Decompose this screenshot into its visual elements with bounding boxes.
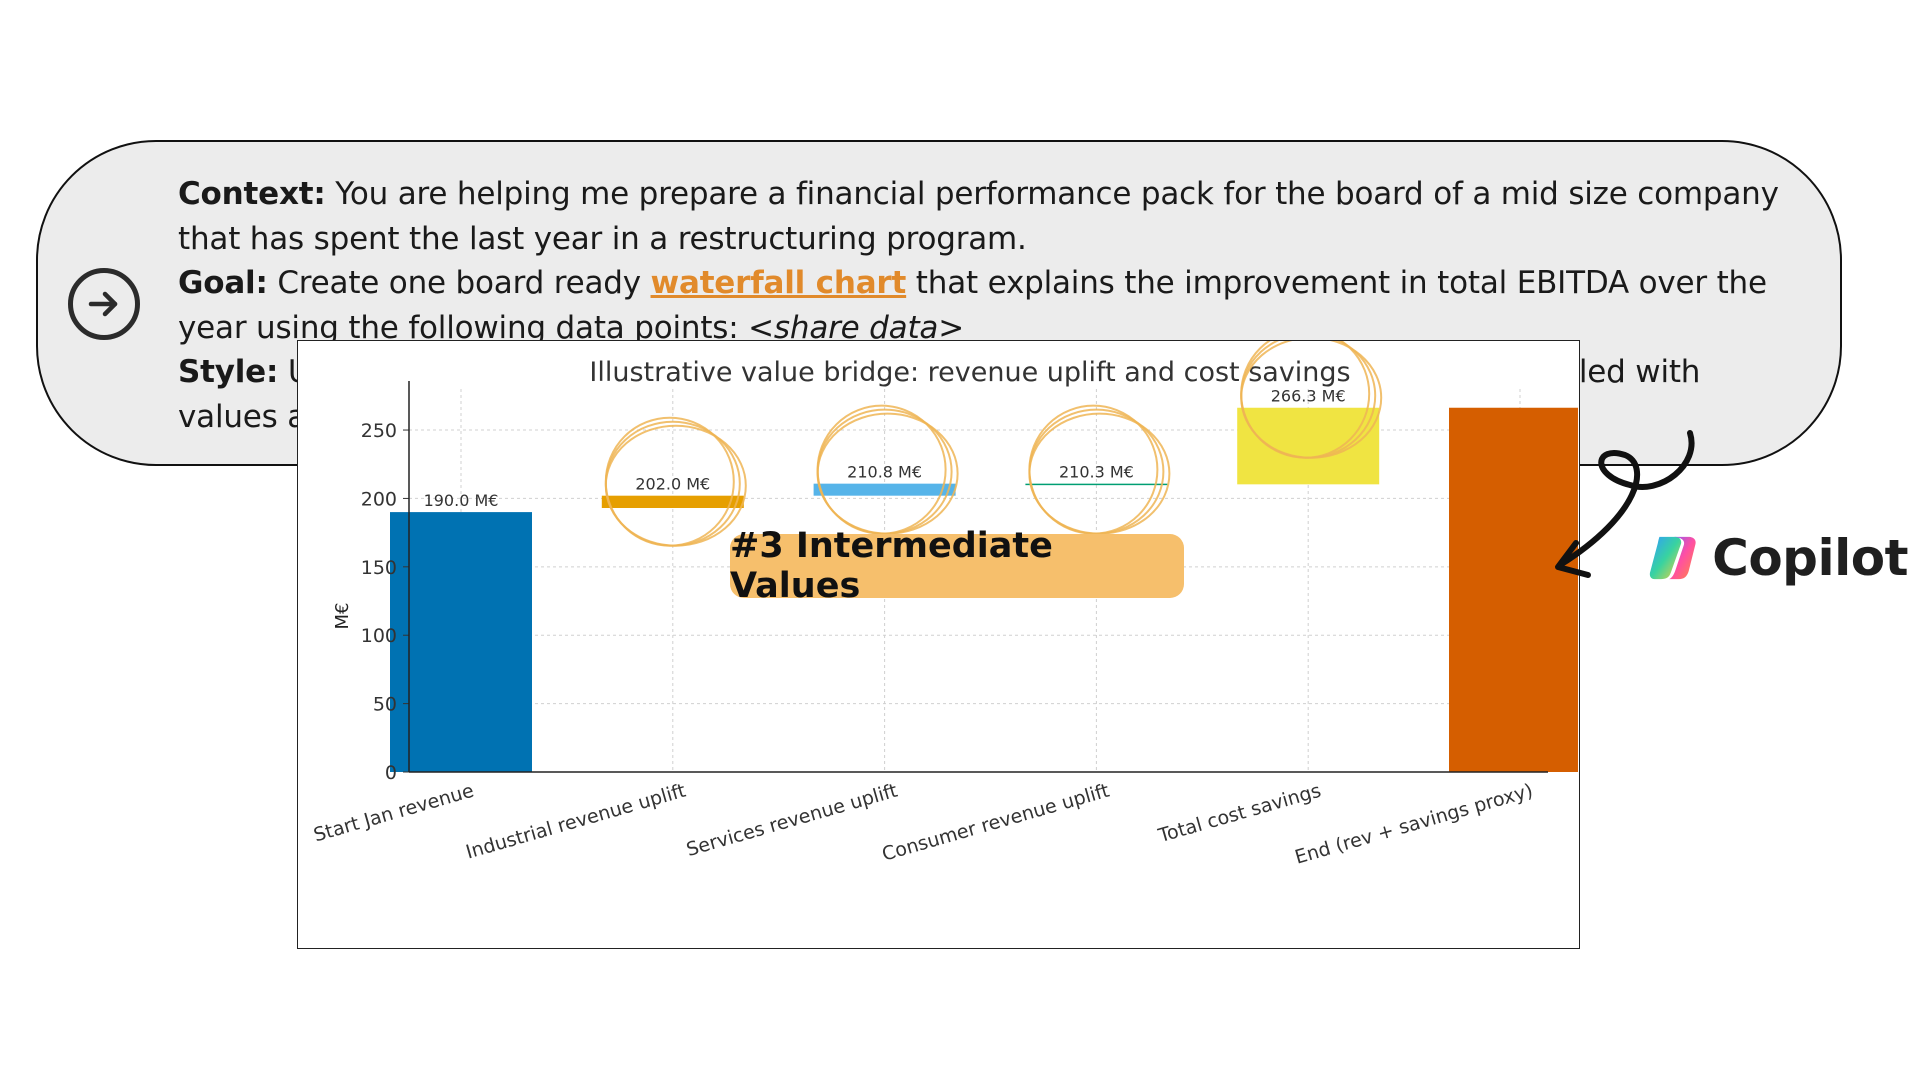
bar-value-label: 202.0 M€ <box>635 475 710 494</box>
bar <box>813 483 956 496</box>
highlight-circle <box>816 412 959 535</box>
goal-label: Goal: <box>178 265 268 301</box>
bar-value-label: 210.8 M€ <box>847 463 922 482</box>
share-data-placeholder: <share data> <box>748 309 964 346</box>
bar-value-label: 190.0 M€ <box>424 491 499 510</box>
curly-arrow-icon <box>1555 430 1695 578</box>
arrow-right-circle-icon[interactable] <box>68 268 140 340</box>
bar-layer: 190.0 M€ 202.0 M€ 210.8 M€ 210.3 M€ 266.3 M€ <box>390 387 1578 772</box>
x-tick-label: Industrial revenue uplift <box>463 780 688 864</box>
bar <box>390 512 532 772</box>
highlight-circle <box>604 424 747 547</box>
bar-value-label: 266.3 M€ <box>1271 387 1346 406</box>
style-text-right: eled with <box>1560 354 1701 390</box>
x-tick-label: End (rev + savings proxy) <box>1292 780 1535 869</box>
bar <box>601 495 744 509</box>
highlight-circle <box>1240 341 1383 459</box>
style-label: Style: <box>178 354 279 390</box>
bar <box>1237 407 1380 485</box>
style-line-2: values a <box>178 398 307 435</box>
y-axis-label: M€ <box>332 603 353 630</box>
y-tick-label: 100 <box>361 625 397 647</box>
highlight-circle <box>1028 412 1171 535</box>
waterfall-chart-link[interactable]: waterfall chart <box>650 265 907 301</box>
y-tick-label: 0 <box>385 762 397 784</box>
x-tick-label: Total cost savings <box>1155 780 1323 848</box>
chart-svg: Illustrative value bridge: revenue uplif… <box>311 341 1578 869</box>
bar <box>1025 483 1168 486</box>
x-tick-label: Services revenue uplift <box>684 780 900 861</box>
y-tick-label: 50 <box>373 694 397 716</box>
x-tick-label: Consumer revenue uplift <box>880 780 1112 866</box>
goal-text-1: Create one board ready <box>267 265 651 301</box>
intermediate-values-callout: #3 Intermediate Values <box>730 526 1184 606</box>
context-label: Context: <box>178 176 326 212</box>
y-tick-label: 150 <box>361 557 397 579</box>
goal-text-2: that explains the improvement in total E… <box>178 265 1767 346</box>
prompt-text: Context: You are helping me prepare a fi… <box>178 172 1818 439</box>
copilot-brand: Copilot <box>1648 525 1908 591</box>
y-tick-label: 250 <box>361 420 397 442</box>
bar <box>1449 407 1578 772</box>
waterfall-chart: Illustrative value bridge: revenue uplif… <box>297 340 1580 949</box>
y-tick-label: 200 <box>361 488 397 510</box>
copilot-logo-icon <box>1649 536 1696 580</box>
copilot-wordmark: Copilot <box>1712 529 1908 587</box>
highlight-circles <box>604 341 1383 547</box>
x-tick-label: Start Jan revenue <box>311 780 476 847</box>
chart-title: Illustrative value bridge: revenue uplif… <box>589 357 1350 388</box>
bar-value-label: 210.3 M€ <box>1059 463 1134 482</box>
context-text: You are helping me prepare a financial p… <box>178 176 1779 257</box>
